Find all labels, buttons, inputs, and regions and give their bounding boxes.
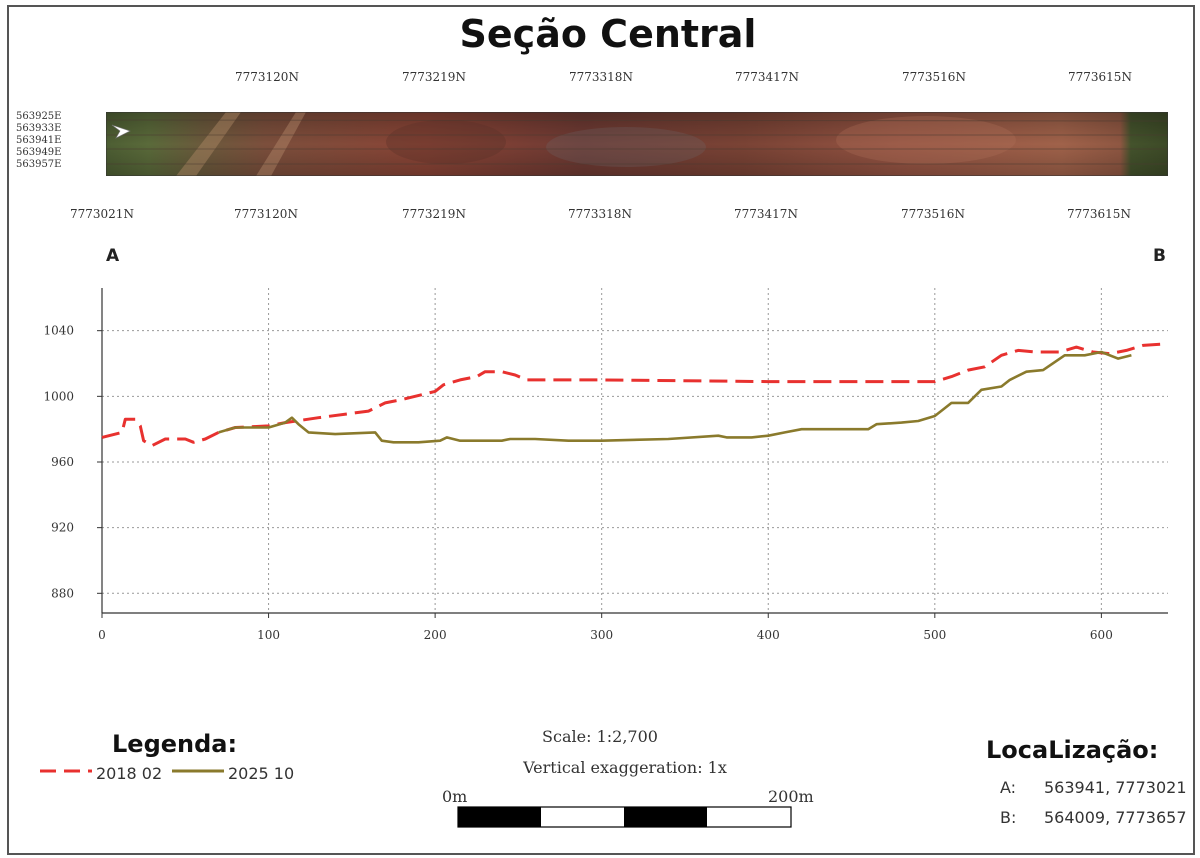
strip-top-label: 7773615N [1068, 70, 1132, 84]
orthophoto-strip [106, 112, 1168, 176]
legend-label-2018: 2018 02 [96, 764, 163, 783]
location-a-key: A: [1000, 778, 1017, 797]
endpoint-b-label: B [1153, 246, 1166, 266]
strip-top-label: 7773318N [569, 70, 633, 84]
endpoint-a-label: A [106, 246, 120, 266]
strip-top-label: 7773516N [902, 70, 966, 84]
legend-label-2025: 2025 10 [228, 764, 295, 783]
series-line-2025 [218, 350, 1132, 444]
strip-bottom-label: 7773120N [234, 207, 298, 221]
scale-bar [457, 806, 792, 828]
strip-bottom-label: 7773615N [1067, 207, 1131, 221]
y-tick-label: 1040 [43, 324, 74, 338]
y-tick-label: 1000 [43, 389, 74, 403]
strip-left-label: 563949E [16, 147, 62, 158]
strip-bottom-label: 7773516N [901, 207, 965, 221]
x-tick-label: 300 [590, 628, 613, 642]
strip-bottom-label: 7773021N [70, 207, 134, 221]
x-tick-label: 100 [257, 628, 280, 642]
location-a-value: 563941, 7773021 [1044, 778, 1187, 797]
location-b-value: 564009, 7773657 [1044, 808, 1187, 827]
scale-bar-end-label: 200m [768, 787, 814, 806]
strip-top-label: 7773120N [235, 70, 299, 84]
strip-bottom-label: 7773417N [734, 207, 798, 221]
strip-bottom-label: 7773219N [402, 207, 466, 221]
strip-top-label: 7773219N [402, 70, 466, 84]
north-arrow-icon [111, 124, 131, 139]
location-title: LocaLização: [986, 736, 1159, 764]
strip-top-label: 7773417N [735, 70, 799, 84]
vertical-exaggeration: Vertical exaggeration: 1x [523, 758, 727, 777]
strip-left-label: 563957E [16, 159, 62, 170]
legend-swatch-2025 [172, 769, 224, 773]
y-tick-label: 880 [51, 586, 74, 600]
legend-swatch-2018 [40, 769, 92, 773]
x-tick-label: 400 [757, 628, 780, 642]
x-tick-label: 0 [98, 628, 106, 642]
strip-left-label: 563941E [16, 135, 62, 146]
strip-left-label: 563933E [16, 123, 62, 134]
scale-ratio: Scale: 1:2,700 [542, 727, 658, 746]
x-tick-label: 600 [1090, 628, 1113, 642]
x-tick-label: 200 [424, 628, 447, 642]
y-tick-label: 920 [51, 521, 74, 535]
x-tick-label: 500 [923, 628, 946, 642]
y-tick-label: 960 [51, 455, 74, 469]
series-line-2018 [101, 342, 1169, 448]
legend-title: Legenda: [112, 730, 238, 758]
strip-left-label: 563925E [16, 111, 62, 122]
strip-bottom-label: 7773318N [568, 207, 632, 221]
location-b-key: B: [1000, 808, 1017, 827]
scale-bar-start-label: 0m [442, 787, 468, 806]
page-title: Seção Central [459, 12, 757, 56]
